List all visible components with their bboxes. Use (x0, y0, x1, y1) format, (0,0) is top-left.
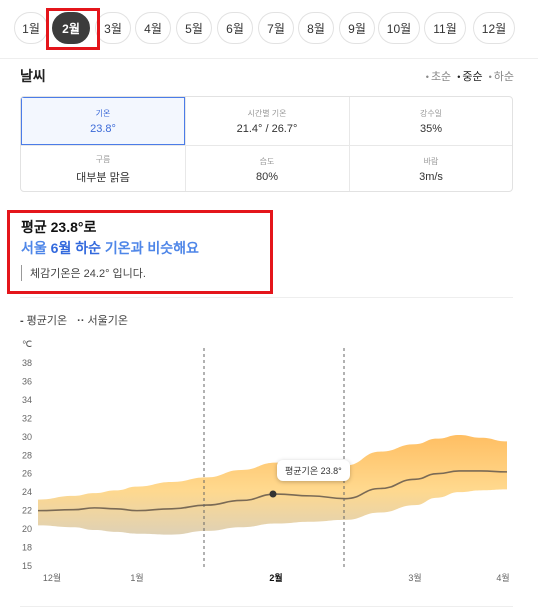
chart-legend: - 평균기온 ·· 서울기온 (20, 312, 128, 328)
month-pill[interactable]: 5월 (176, 12, 212, 44)
month-pill[interactable]: 3월 (95, 12, 131, 44)
x-tick-label: 4월 (496, 572, 509, 583)
y-tick-label: 34 (22, 395, 32, 405)
temperature-chart: ℃ 15 18 20 22 24 26 28 30 32 34 36 38 12월 1월 2월 3월 4월 (22, 339, 510, 583)
stat-humidity[interactable]: 습도 80% (185, 145, 349, 191)
y-tick-label: 15 (22, 561, 32, 571)
y-tick-label: 38 (22, 358, 32, 368)
stat-label: 강수일 (419, 108, 443, 118)
stat-rain-days[interactable]: 강수일 35% (349, 97, 512, 145)
chart-tooltip: 평균기온 23.8° (277, 460, 350, 481)
y-tick-label: 22 (22, 506, 32, 516)
divider (185, 97, 186, 191)
stat-label: 기온 (95, 108, 111, 118)
stat-value: 80% (255, 170, 279, 183)
stat-label: 바람 (423, 156, 439, 166)
y-tick-label: 30 (22, 432, 32, 442)
month-pill[interactable]: 11월 (424, 12, 466, 44)
month-pill[interactable]: 8월 (298, 12, 334, 44)
month-selector: 1월 2월 3월 4월 5월 6월 7월 8월 9월 10월 11월 12월 (0, 12, 538, 48)
period-tabs: • 초순 • 중순 • 하순 (426, 68, 514, 84)
divider (0, 58, 538, 59)
x-tick-label: 2월 (269, 572, 282, 583)
summary-comparison: 서울 6월 하순 기온과 비슷해요 (21, 240, 199, 256)
month-pill[interactable]: 2월 (52, 12, 90, 44)
divider (349, 97, 350, 191)
stat-value: 23.8° (90, 122, 116, 135)
month-pill[interactable]: 4월 (135, 12, 171, 44)
summary-feels-like: 체감기온은 24.2° 입니다. (21, 265, 146, 281)
stat-wind[interactable]: 바람 3m/s (349, 145, 512, 191)
stat-temperature[interactable]: 기온 23.8° (21, 97, 185, 145)
stat-value: 35% (419, 122, 443, 135)
x-tick-label: 1월 (130, 572, 143, 583)
divider (21, 145, 512, 146)
legend-item-average: - 평균기온 (20, 315, 68, 327)
month-pill[interactable]: 9월 (339, 12, 375, 44)
y-axis-unit-label: ℃ (22, 339, 32, 349)
y-tick-label: 20 (22, 524, 32, 534)
y-tick-label: 36 (22, 376, 32, 386)
y-tick-label: 28 (22, 450, 32, 460)
y-tick-label: 18 (22, 543, 32, 553)
stat-cloud[interactable]: 구름 대부분 맑음 (21, 145, 185, 191)
divider (20, 297, 513, 298)
summary-average: 평균 23.8°로 (21, 219, 97, 235)
period-tab-early[interactable]: • 초순 (425, 71, 452, 83)
stat-hourly-temperature[interactable]: 시간별 기온 21.4° / 26.7° (185, 97, 349, 145)
stat-label: 시간별 기온 (247, 108, 287, 118)
stat-label: 습도 (259, 156, 275, 166)
weather-stats-grid: 기온 23.8° 시간별 기온 21.4° / 26.7° 강수일 35% 구름… (20, 96, 513, 192)
temperature-range-band (38, 434, 507, 535)
x-tick-label: 3월 (408, 572, 421, 583)
stat-value: 3m/s (419, 170, 443, 183)
current-value-marker (269, 490, 277, 498)
stat-label: 구름 (95, 154, 111, 164)
stat-value: 대부분 맑음 (76, 171, 130, 184)
month-pill[interactable]: 7월 (258, 12, 294, 44)
weather-title: 날씨 (20, 68, 46, 84)
month-pill[interactable]: 6월 (217, 12, 253, 44)
period-tab-mid[interactable]: • 중순 (457, 71, 483, 83)
month-pill[interactable]: 12월 (473, 12, 515, 44)
month-pill[interactable]: 10월 (378, 12, 420, 44)
stat-value: 21.4° / 26.7° (236, 122, 298, 135)
legend-item-seoul: ·· 서울기온 (77, 315, 128, 327)
divider (20, 606, 513, 607)
y-tick-label: 32 (22, 413, 32, 423)
period-tab-late[interactable]: • 하순 (488, 71, 514, 83)
x-tick-label: 12월 (43, 572, 61, 583)
y-tick-label: 24 (22, 487, 32, 497)
y-tick-label: 26 (22, 469, 32, 479)
month-pill[interactable]: 1월 (14, 12, 48, 44)
